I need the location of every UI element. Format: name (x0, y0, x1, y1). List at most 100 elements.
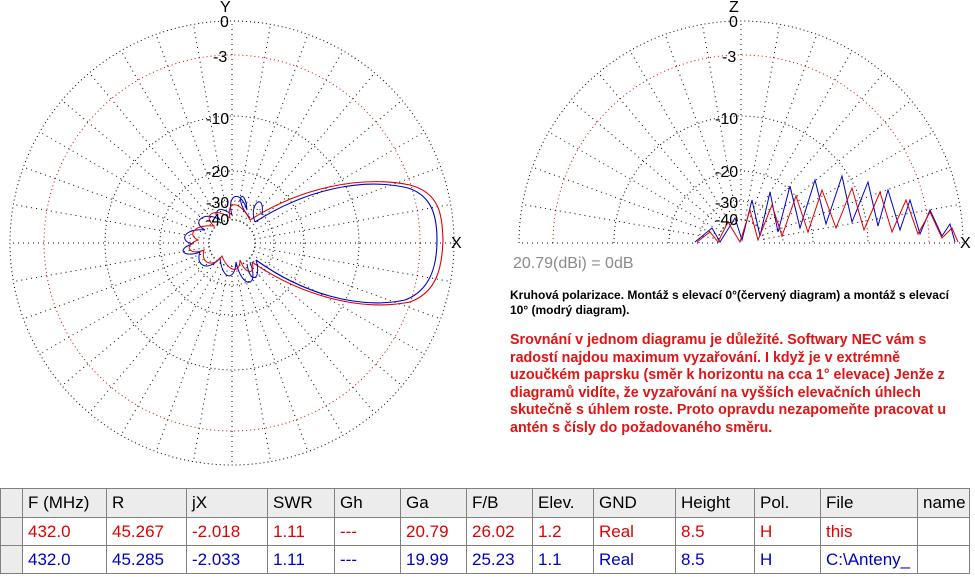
grid-spoke (192, 265, 229, 462)
cell-file: this (820, 517, 918, 546)
grid-spoke (61, 257, 215, 387)
grid-spoke (23, 250, 211, 320)
cell-r: 45.267 (106, 517, 187, 546)
header-jx[interactable]: jX (186, 488, 268, 518)
header-name[interactable]: name (917, 488, 970, 518)
grid-ring (9, 20, 455, 466)
cell-pol: H (754, 545, 821, 574)
header-swr[interactable]: SWR (267, 488, 335, 518)
cell-freq: 432.0 (22, 517, 107, 546)
cell-jx: -2.033 (186, 545, 268, 574)
grid-spoke (763, 203, 960, 240)
grid-ring (159, 170, 305, 316)
axis-label-y: Y (220, 0, 231, 16)
cell-height: 8.5 (675, 517, 755, 546)
grid-spoke (570, 99, 724, 229)
grid-ring (104, 115, 360, 371)
elevation-pattern-blue (694, 174, 956, 243)
row-selector[interactable] (0, 517, 23, 546)
cell-elev: 1.2 (532, 517, 594, 546)
grid-ring (668, 170, 814, 244)
grid-spoke (39, 131, 213, 232)
table-header: F (MHz) R jX SWR Gh Ga F/B Elev. GND Hei… (0, 488, 970, 518)
ring-label-right-3: -3 (722, 49, 736, 66)
azimuth-pattern-blue (254, 183, 438, 304)
grid-spoke (243, 50, 344, 224)
cell-ga: 19.99 (400, 545, 467, 574)
grid-spoke (522, 203, 719, 240)
cell-gh: --- (334, 545, 401, 574)
comparison-note: Srovnání v jednom diagramu je důležité. … (510, 332, 947, 436)
ring-label-right-30: -30 (715, 195, 738, 212)
cell-height: 8.5 (675, 545, 755, 574)
cell-r: 45.285 (106, 545, 187, 574)
grid-spoke (61, 99, 215, 229)
grid-spoke (13, 203, 210, 240)
ring-label-left-3: -3 (213, 49, 227, 66)
azimuth-pattern-red (249, 181, 444, 306)
cell-freq: 432.0 (22, 545, 107, 574)
grid-ring (43, 54, 421, 432)
grid-spoke (532, 166, 720, 236)
cell-swr: 1.11 (267, 545, 335, 574)
row-selector[interactable] (0, 545, 23, 574)
cell-elev: 1.1 (532, 545, 594, 574)
grid-spoke (249, 257, 403, 387)
polar-plots: Y X Z X 0 -3 -10 -20 -30 -40 0 -3 -10 -2… (9, 0, 971, 466)
grid-spoke (235, 265, 272, 462)
header-height[interactable]: Height (675, 488, 755, 518)
grid-ring (518, 20, 964, 244)
grid-spoke (251, 131, 425, 232)
grid-spoke (758, 99, 912, 229)
table-row[interactable]: 432.0 45.285 -2.033 1.11 --- 19.99 25.23… (0, 545, 970, 574)
grid-spoke (192, 24, 229, 221)
grid-spoke (760, 131, 934, 232)
cell-ga: 20.79 (400, 517, 467, 546)
grid-ring (613, 115, 869, 244)
header-gh[interactable]: Gh (334, 488, 401, 518)
grid-spoke (629, 50, 730, 224)
ring-label-left-30: -30 (206, 195, 229, 212)
azimuth-grid (9, 20, 455, 466)
grid-spoke (155, 34, 225, 222)
grid-spoke (253, 166, 441, 236)
cell-gh: --- (334, 517, 401, 546)
grid-spoke (597, 72, 727, 226)
grid-spoke (23, 166, 211, 236)
grid-spoke (88, 260, 218, 414)
header-elev[interactable]: Elev. (532, 488, 594, 518)
grid-spoke (243, 262, 344, 436)
axis-label-x-left: X (451, 235, 462, 252)
grid-spoke (254, 203, 451, 240)
header-pol[interactable]: Pol. (754, 488, 821, 518)
header-r[interactable]: R (106, 488, 187, 518)
table-row[interactable]: 432.0 45.267 -2.018 1.11 --- 20.79 26.02… (0, 517, 970, 546)
grid-spoke (548, 131, 722, 232)
azimuth-backlobes-red (188, 204, 254, 272)
grid-spoke (254, 246, 451, 283)
grid-spoke (120, 50, 221, 224)
grid-spoke (251, 254, 425, 355)
header-fb[interactable]: F/B (466, 488, 533, 518)
grid-spoke (246, 72, 376, 226)
grid-spoke (744, 24, 781, 221)
cell-gnd: Real (593, 545, 676, 574)
grid-spoke (39, 254, 213, 355)
grid-spoke (239, 264, 309, 452)
grid-spoke (755, 72, 885, 226)
azimuth-backlobes-blue (182, 195, 263, 283)
cell-name (917, 517, 970, 546)
grid-spoke (246, 260, 376, 414)
header-gnd[interactable]: GND (593, 488, 676, 518)
grid-spoke (249, 99, 403, 229)
header-selector[interactable] (0, 488, 23, 518)
header-ga[interactable]: Ga (400, 488, 467, 518)
grid-spoke (664, 34, 734, 222)
ring-label-left-0: 0 (220, 14, 229, 31)
cell-swr: 1.11 (267, 517, 335, 546)
grid-spoke (762, 166, 950, 236)
grid-spoke (253, 250, 441, 320)
grid-spoke (235, 24, 272, 221)
header-freq[interactable]: F (MHz) (22, 488, 107, 518)
header-file[interactable]: File (820, 488, 918, 518)
